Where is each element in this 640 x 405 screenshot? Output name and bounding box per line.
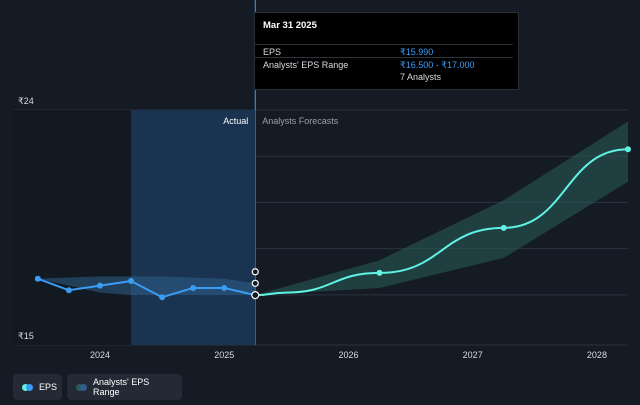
eps-point-7	[251, 291, 260, 300]
legend-range[interactable]: Analysts' EPS Range	[67, 374, 182, 400]
tooltip-range-value: ₹16.500 - ₹17.000	[400, 60, 475, 70]
x-tick-2025: 2025	[214, 350, 234, 360]
y-tick-bottom: ₹15	[18, 331, 34, 341]
tooltip-analysts-row: 7 Analysts	[255, 70, 513, 84]
forecast-eps-range-band	[255, 121, 629, 296]
range-bands	[37, 121, 629, 296]
forecast-point-3	[500, 224, 507, 231]
forecast-point-2	[376, 269, 383, 276]
forecast-point-4	[625, 146, 631, 153]
eps-point-0	[34, 275, 41, 282]
legend-range-label: Analysts' EPS Range	[93, 377, 150, 397]
shaded-regions	[13, 110, 256, 345]
region-dim	[13, 110, 132, 345]
x-tick-2028: 2028	[587, 350, 607, 360]
eps-point-4	[159, 294, 166, 301]
legend-eps-label: EPS	[39, 382, 58, 392]
x-tick-2027: 2027	[463, 350, 483, 360]
eps-forecast-line	[255, 148, 629, 297]
x-tick-2026: 2026	[338, 350, 358, 360]
tooltip-range-row: Analysts' EPS Range ₹16.500 - ₹17.000	[255, 57, 513, 72]
legend-eps[interactable]: EPS	[13, 374, 62, 400]
x-tick-2024: 2024	[90, 350, 110, 360]
tooltip-date: Mar 31 2025	[263, 20, 317, 31]
tooltip-eps-row: EPS ₹15.990	[255, 44, 513, 59]
eps-point-5	[190, 284, 197, 291]
label-actual: Actual	[223, 116, 248, 126]
series-points	[34, 146, 631, 301]
label-analysts-forecasts: Analysts Forecasts	[262, 116, 339, 126]
y-tick-top: ₹24	[18, 96, 34, 106]
range-marker-0	[251, 268, 259, 276]
legend-range-swatch	[76, 383, 87, 391]
eps-point-3	[128, 278, 135, 285]
legend-eps-swatch	[22, 383, 33, 391]
tooltip-analysts: 7 Analysts	[400, 72, 442, 82]
tooltip-range-label: Analysts' EPS Range	[263, 60, 349, 70]
region-actual-highlight	[131, 110, 256, 345]
tooltip-eps-value: ₹15.990	[400, 47, 434, 57]
axis-labels: ₹24 ₹15 2024 2025 2026 2027 2028 Actual Analysts…	[18, 96, 607, 360]
eps-point-2	[96, 282, 103, 289]
tooltip: Mar 31 2025 EPS ₹15.990 Analysts' EPS Ra…	[254, 12, 519, 90]
tooltip-eps-label: EPS	[263, 47, 282, 57]
past-eps-range-band	[37, 276, 256, 296]
range-marker-1	[251, 279, 259, 287]
series-lines	[37, 148, 629, 299]
eps-actual-line	[37, 277, 256, 299]
eps-point-6	[221, 284, 228, 291]
eps-point-1	[65, 287, 72, 294]
